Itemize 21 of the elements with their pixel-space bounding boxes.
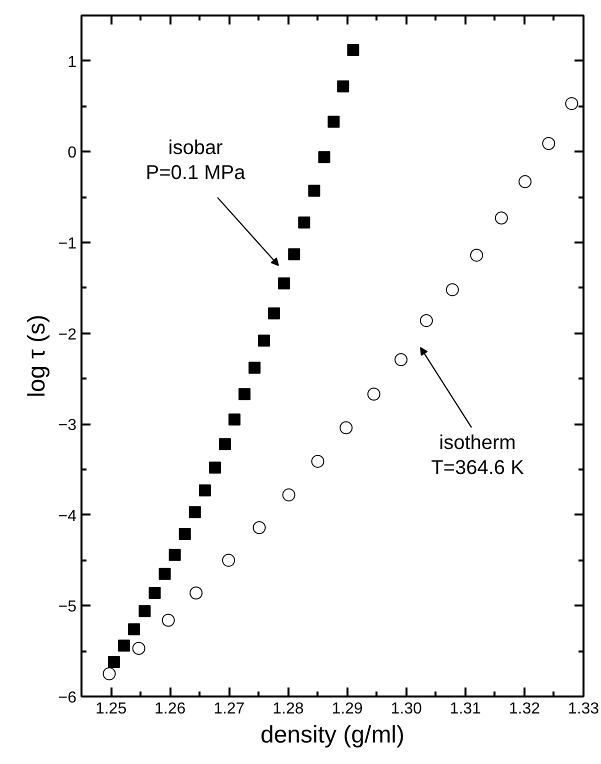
y-tick-label: 1	[68, 54, 77, 71]
x-tick-label: 1.27	[214, 700, 245, 718]
y-tick-label: −1	[58, 236, 77, 252]
y-tick-label: −2	[58, 326, 77, 344]
y-tick-label: −6	[58, 690, 77, 706]
y-tick-label: 0	[68, 144, 77, 162]
x-tick-label: 1.30	[390, 700, 422, 718]
x-tick-label: 1.28	[272, 700, 304, 718]
x-tick-label: 1.33	[568, 700, 600, 718]
x-tick-label: 1.29	[332, 700, 363, 718]
y-tick-label: −5	[58, 598, 77, 616]
x-tick-label: 1.26	[154, 700, 186, 718]
y-tick-label: −4	[58, 508, 77, 525]
y-axis-title: log τ (s)	[23, 314, 50, 398]
annotation: isotherm T=364.6 K	[431, 432, 525, 480]
y-tick-label: −3	[58, 417, 77, 434]
x-tick-label: 1.31	[450, 700, 482, 718]
x-axis-title: density (g/ml)	[260, 722, 405, 748]
annotation: isobar P=0.1 MPa	[146, 136, 246, 184]
x-tick-label: 1.25	[95, 700, 127, 718]
x-tick-label: 1.32	[508, 700, 540, 718]
